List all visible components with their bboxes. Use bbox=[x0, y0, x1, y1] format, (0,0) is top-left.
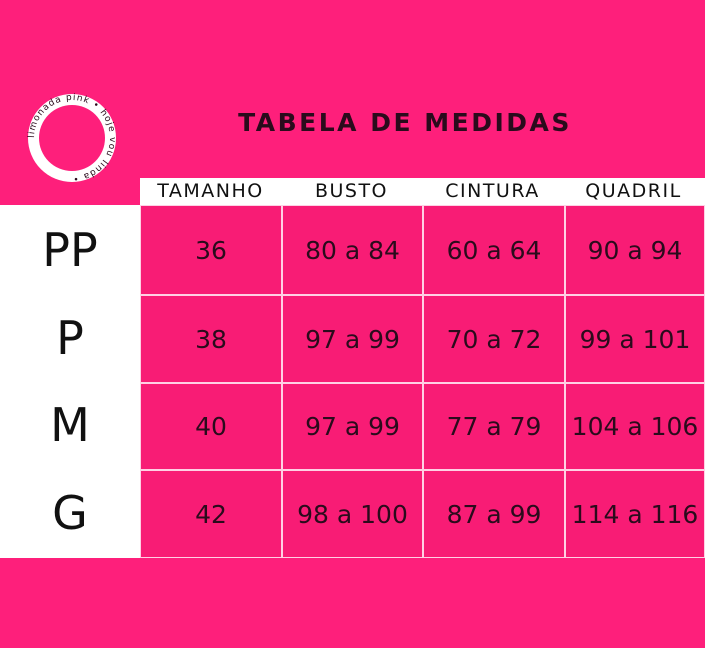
column-header-quadril: QUADRIL bbox=[585, 180, 682, 202]
size-column: PP P M G bbox=[0, 205, 140, 558]
page-title: TABELA DE MEDIDAS bbox=[238, 108, 572, 137]
column-header-cintura: CINTURA bbox=[445, 180, 540, 202]
table-cell: 97 a 99 bbox=[282, 383, 423, 470]
table-cell: 80 a 84 bbox=[282, 205, 423, 295]
size-label: P bbox=[56, 311, 84, 365]
brand-logo-seal: limonada pink • hoje vou linda • bbox=[27, 93, 116, 183]
table-cell: 40 bbox=[140, 383, 282, 470]
table-cell: 70 a 72 bbox=[423, 295, 565, 383]
table-cell: 99 a 101 bbox=[565, 295, 705, 383]
table-cell: 60 a 64 bbox=[423, 205, 565, 295]
column-header-tamanho: TAMANHO bbox=[157, 180, 264, 202]
table-cell: 114 a 116 bbox=[565, 470, 705, 558]
size-label: PP bbox=[42, 223, 98, 277]
table-cell: 104 a 106 bbox=[565, 383, 705, 470]
table-header: TAMANHO BUSTO CINTURA QUADRIL bbox=[140, 178, 705, 205]
table-cell: 98 a 100 bbox=[282, 470, 423, 558]
table-cell: 36 bbox=[140, 205, 282, 295]
table-cell: 42 bbox=[140, 470, 282, 558]
column-header-busto: BUSTO bbox=[314, 180, 389, 202]
size-label: G bbox=[52, 486, 88, 540]
table-cell: 87 a 99 bbox=[423, 470, 565, 558]
table-cell: 38 bbox=[140, 295, 282, 383]
table-cell: 90 a 94 bbox=[565, 205, 705, 295]
table-cell: 77 a 79 bbox=[423, 383, 565, 470]
measurements-table: 36 80 a 84 60 a 64 90 a 94 38 97 a 99 70 a 72 9… bbox=[140, 205, 705, 558]
table-cell: 97 a 99 bbox=[282, 295, 423, 383]
size-label: M bbox=[50, 398, 90, 452]
